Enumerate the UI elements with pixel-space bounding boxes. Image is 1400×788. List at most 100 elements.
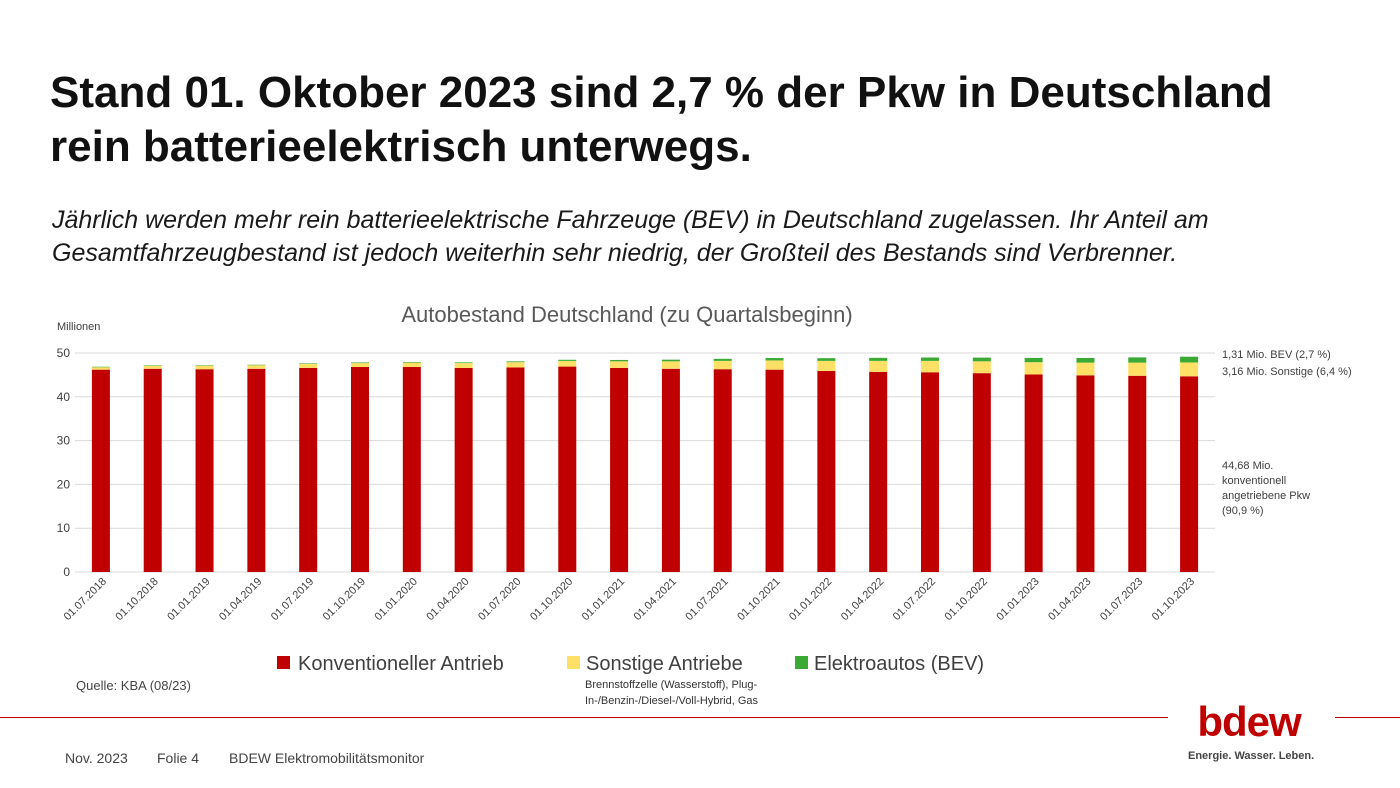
bar-segment-conventional (247, 368, 266, 572)
bar-segment-other (454, 363, 473, 368)
x-tick-label: 01.01.2021 (580, 576, 627, 623)
annotation-conventional-line: 44,68 Mio. (1222, 460, 1273, 472)
bar-segment-bev (1024, 357, 1043, 363)
y-tick-label: 10 (57, 521, 71, 535)
footer-date: Nov. 2023 (65, 750, 128, 766)
bar-segment-bev (402, 362, 421, 363)
x-tick-label: 01.07.2019 (269, 576, 316, 623)
grid-lines (75, 352, 1215, 573)
bar-segment-bev (713, 358, 732, 361)
bar-segment-bev (558, 359, 577, 361)
annotation-conventional: 44,68 Mio. konventionell angetriebene Pk… (1222, 460, 1313, 517)
bar-segment-other (1180, 362, 1199, 377)
bar-segment-bev (1076, 357, 1095, 363)
x-tick-label: 01.04.2020 (424, 576, 471, 623)
x-tick-label: 01.10.2021 (735, 576, 782, 623)
bar-segment-other (402, 362, 421, 368)
x-tick-label: 01.01.2019 (165, 576, 212, 623)
bar-segment-conventional (1024, 374, 1043, 572)
bar-segment-conventional (351, 367, 369, 572)
bar-segment-bev (1180, 356, 1199, 363)
bar-segment-conventional (299, 367, 318, 572)
x-tick-label: 01.10.2020 (528, 576, 575, 623)
x-tick-label: 01.10.2022 (943, 576, 990, 623)
bar-segment-other (506, 362, 525, 368)
x-tick-label: 01.10.2019 (321, 576, 368, 623)
x-tick-label: 01.01.2020 (373, 576, 420, 623)
legend: Konventioneller Antrieb Sonstige Antrieb… (277, 653, 984, 675)
logo-wordmark: bdew (1197, 698, 1301, 745)
footer-divider-right (1335, 717, 1400, 718)
bar-segment-other (713, 360, 732, 370)
annotation-conventional-line: konventionell (1222, 475, 1286, 487)
bar-segment-conventional (817, 370, 836, 572)
bars (91, 356, 1199, 572)
bar-segment-other (921, 360, 939, 373)
legend-note: Brennstoffzelle (Wasserstoff), Plug-In-/… (585, 679, 759, 707)
bar-segment-conventional (765, 369, 784, 572)
bar-segment-other (817, 360, 836, 371)
x-tick-label: 01.07.2018 (62, 576, 109, 623)
bar-segment-conventional (506, 367, 525, 572)
bar-segment-conventional (91, 369, 110, 572)
bar-segment-conventional (195, 369, 214, 572)
bar-segment-bev (195, 365, 214, 366)
bar-segment-other (972, 361, 991, 374)
logo-tagline: Energie. Wasser. Leben. (1188, 750, 1315, 762)
x-tick-label: 01.04.2019 (217, 576, 264, 623)
bar-segment-other (661, 361, 680, 369)
bar-segment-other (765, 360, 784, 370)
bar-segment-bev (817, 358, 836, 361)
legend-swatch-bev (795, 656, 808, 669)
y-tick-label: 50 (57, 346, 71, 360)
y-tick-label: 30 (57, 434, 71, 448)
bar-segment-other (299, 363, 318, 368)
bar-segment-bev (661, 359, 680, 362)
bar-segment-conventional (610, 367, 629, 572)
bar-segment-other (247, 365, 266, 369)
x-tick-label: 01.04.2023 (1046, 576, 1093, 623)
x-tick-label: 01.01.2023 (994, 576, 1041, 623)
source-note: Quelle: KBA (08/23) (76, 678, 191, 693)
x-tick-label: 01.10.2023 (1150, 576, 1197, 623)
bar-segment-other (869, 360, 888, 372)
bar-segment-conventional (1180, 376, 1199, 572)
x-tick-label: 01.07.2023 (1098, 576, 1145, 623)
y-tick-label: 0 (63, 565, 70, 579)
stacked-bar-chart: Autobestand Deutschland (zu Quartalsbegi… (57, 302, 1352, 675)
x-tick-label: 01.10.2018 (113, 576, 160, 623)
bar-segment-bev (610, 359, 629, 362)
bar-segment-other (1076, 362, 1095, 376)
slide-headline: Stand 01. Oktober 2023 sind 2,7 % der Pk… (50, 68, 1273, 171)
bar-segment-conventional (454, 367, 473, 572)
annotation-bev: 1,31 Mio. BEV (2,7 %) (1222, 349, 1331, 361)
bar-segment-conventional (713, 369, 732, 572)
annotation-conventional-line: angetriebene Pkw (1222, 490, 1310, 502)
bar-segment-other (91, 367, 110, 370)
y-axis-label: Millionen (57, 321, 100, 333)
x-tick-labels: 01.07.2018 01.10.2018 01.01.2019 01.04.2019… (62, 576, 1198, 623)
x-tick-label: 01.04.2022 (839, 576, 886, 623)
bar-segment-other (195, 365, 214, 370)
bar-segment-other (143, 365, 162, 369)
bar-segment-bev (91, 366, 110, 368)
bar-segment-other (1128, 362, 1147, 376)
bar-segment-bev (247, 364, 266, 366)
bar-segment-other (558, 360, 577, 367)
bar-segment-conventional (1128, 375, 1147, 572)
bar-segment-conventional (143, 368, 162, 572)
bar-segment-bev (972, 357, 991, 362)
x-tick-label: 01.07.2020 (476, 576, 523, 623)
bar-segment-conventional (558, 366, 577, 572)
y-tick-labels: 0 10 20 30 40 50 (57, 346, 71, 579)
legend-swatch-conventional (277, 656, 290, 669)
x-tick-label: 01.07.2021 (683, 576, 730, 623)
x-tick-label: 01.04.2021 (632, 576, 679, 623)
annotation-other: 3,16 Mio. Sonstige (6,4 %) (1222, 366, 1352, 378)
chart-title: Autobestand Deutschland (zu Quartalsbegi… (401, 302, 852, 327)
y-tick-label: 40 (57, 390, 71, 404)
x-tick-label: 01.01.2022 (787, 576, 834, 623)
legend-label-bev: Elektroautos (BEV) (814, 653, 984, 675)
x-tick-label: 01.07.2022 (891, 576, 938, 623)
annotations: 1,31 Mio. BEV (2,7 %) 3,16 Mio. Sonstige… (1222, 349, 1352, 517)
